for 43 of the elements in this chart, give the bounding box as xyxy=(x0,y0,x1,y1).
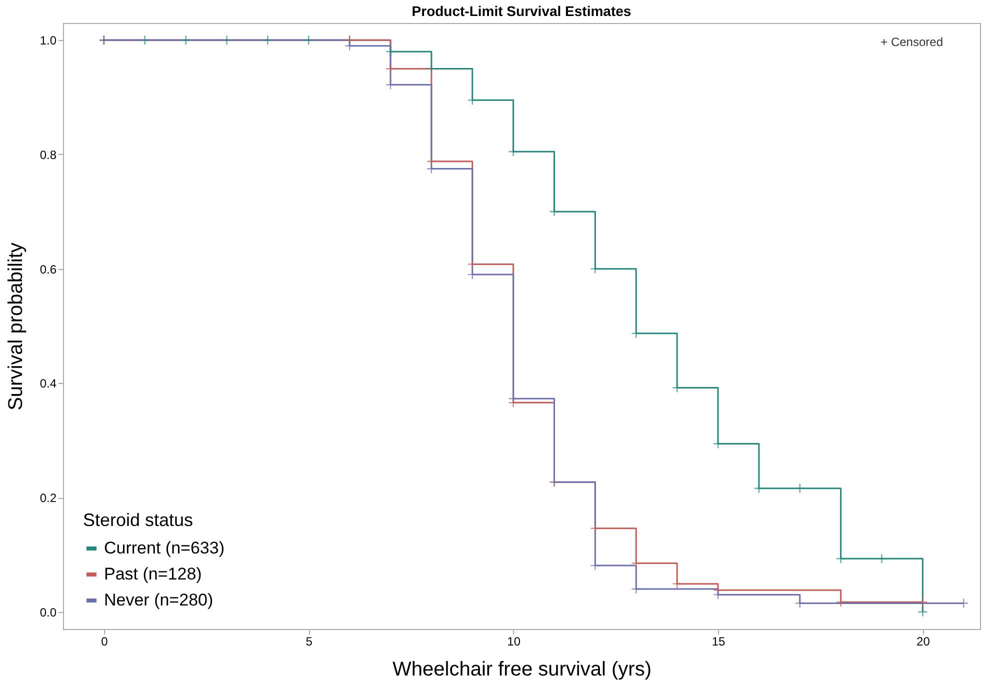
x-tick-label: 5 xyxy=(306,634,313,648)
y-tick-label: 0.4 xyxy=(40,376,57,391)
x-axis-title: Wheelchair free survival (yrs) xyxy=(392,658,652,680)
y-tick-label: 1.0 xyxy=(40,34,57,48)
point xyxy=(344,40,355,51)
point xyxy=(508,146,518,157)
point xyxy=(140,35,150,46)
y-tick-label: 0.2 xyxy=(40,491,57,506)
y-tick-label: 0.6 xyxy=(40,262,57,276)
annotation: + Censored xyxy=(880,35,943,49)
point xyxy=(304,35,314,46)
point xyxy=(754,483,764,494)
point xyxy=(508,394,518,404)
legend-label: Never (n=280) xyxy=(104,590,214,610)
legend-label: Current (n=633) xyxy=(104,538,224,558)
chart-title: Product-Limit Survival Estimates xyxy=(412,3,632,19)
legend-label: Past (n=128) xyxy=(104,564,202,584)
x-tick-label: 0 xyxy=(101,634,108,648)
legend-title: Steroid status xyxy=(83,510,194,530)
point xyxy=(836,597,846,608)
y-tick-label: 0.8 xyxy=(40,148,57,162)
point xyxy=(631,328,642,339)
point xyxy=(590,523,600,534)
point xyxy=(467,269,478,280)
point xyxy=(918,606,928,617)
point xyxy=(385,46,396,57)
point xyxy=(672,578,682,589)
point xyxy=(794,483,805,494)
point xyxy=(836,554,846,564)
point xyxy=(918,597,928,608)
point xyxy=(467,95,478,106)
x-tick-label: 20 xyxy=(916,634,930,648)
y-tick-label: 0.0 xyxy=(40,605,57,620)
point xyxy=(180,35,191,46)
x-tick-label: 15 xyxy=(712,634,726,648)
point xyxy=(222,35,232,46)
point xyxy=(262,35,273,46)
point xyxy=(631,584,642,594)
y-axis-title: Survival probability xyxy=(4,242,27,410)
x-tick-label: 10 xyxy=(507,634,521,648)
point xyxy=(876,554,887,564)
point xyxy=(590,264,600,274)
point xyxy=(426,156,437,166)
